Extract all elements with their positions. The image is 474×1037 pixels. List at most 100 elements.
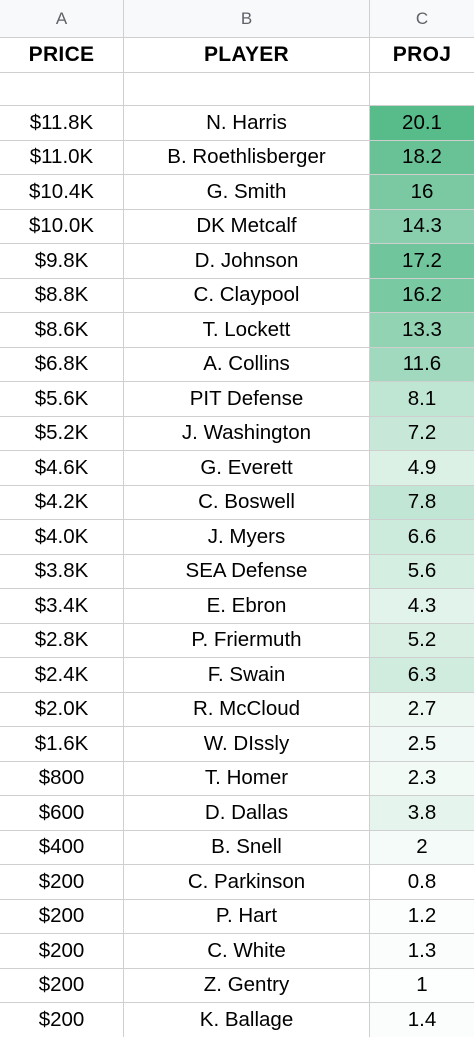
player-cell[interactable]: B. Snell — [124, 830, 370, 864]
player-cell[interactable]: D. Dallas — [124, 796, 370, 830]
price-cell[interactable]: $800 — [0, 761, 124, 795]
proj-cell[interactable]: 14.3 — [370, 209, 474, 243]
table-row: $11.8K N. Harris 20.1 — [0, 106, 474, 141]
table-row: $6.8K A. Collins 11.6 — [0, 347, 474, 382]
price-cell[interactable]: $2.4K — [0, 658, 124, 692]
player-cell[interactable]: J. Washington — [124, 416, 370, 450]
proj-cell[interactable]: 2.5 — [370, 727, 474, 761]
proj-cell[interactable]: 1 — [370, 968, 474, 1002]
price-cell[interactable]: $5.2K — [0, 416, 124, 450]
price-cell[interactable]: $10.4K — [0, 175, 124, 209]
proj-cell[interactable]: 4.9 — [370, 451, 474, 485]
proj-cell[interactable]: 5.2 — [370, 623, 474, 657]
price-cell[interactable]: $8.8K — [0, 278, 124, 312]
empty-cell[interactable] — [0, 73, 124, 105]
price-header-cell[interactable]: PRICE — [0, 38, 124, 72]
column-header-b[interactable]: B — [124, 0, 370, 37]
proj-cell[interactable]: 7.2 — [370, 416, 474, 450]
proj-cell[interactable]: 11.6 — [370, 347, 474, 381]
price-cell[interactable]: $200 — [0, 865, 124, 899]
proj-cell[interactable]: 16.2 — [370, 278, 474, 312]
proj-cell[interactable]: 1.4 — [370, 1003, 474, 1037]
proj-header-cell[interactable]: PROJ — [392, 43, 452, 66]
proj-cell[interactable]: 4.3 — [370, 589, 474, 623]
player-cell[interactable]: Z. Gentry — [124, 968, 370, 1002]
player-cell[interactable]: G. Everett — [124, 451, 370, 485]
proj-cell[interactable]: 6.6 — [370, 520, 474, 554]
player-cell[interactable]: N. Harris — [124, 106, 370, 140]
table-row: $4.0K J. Myers 6.6 — [0, 520, 474, 555]
player-header-cell[interactable]: PLAYER — [124, 38, 370, 72]
table-row: $200 P. Hart 1.2 — [0, 899, 474, 934]
price-cell[interactable]: $5.6K — [0, 382, 124, 416]
proj-cell[interactable]: 3.8 — [370, 796, 474, 830]
proj-cell[interactable]: 2 — [370, 830, 474, 864]
table-row: $9.8K D. Johnson 17.2 — [0, 244, 474, 279]
empty-cell[interactable] — [370, 73, 474, 105]
price-cell[interactable]: $11.8K — [0, 106, 124, 140]
table-row: $1.6K W. DIssly 2.5 — [0, 727, 474, 762]
price-cell[interactable]: $4.6K — [0, 451, 124, 485]
player-cell[interactable]: B. Roethlisberger — [124, 140, 370, 174]
player-cell[interactable]: A. Collins — [124, 347, 370, 381]
price-cell[interactable]: $2.0K — [0, 692, 124, 726]
player-cell[interactable]: G. Smith — [124, 175, 370, 209]
proj-cell[interactable]: 20.1 — [370, 106, 474, 140]
player-cell[interactable]: P. Hart — [124, 899, 370, 933]
proj-cell[interactable]: 2.7 — [370, 692, 474, 726]
player-cell[interactable]: D. Johnson — [124, 244, 370, 278]
proj-cell[interactable]: 13.3 — [370, 313, 474, 347]
price-cell[interactable]: $200 — [0, 1003, 124, 1037]
price-cell[interactable]: $4.0K — [0, 520, 124, 554]
column-header-c[interactable]: C — [415, 8, 429, 28]
proj-cell[interactable]: 8.1 — [370, 382, 474, 416]
proj-cell[interactable]: 0.8 — [370, 865, 474, 899]
price-cell[interactable]: $1.6K — [0, 727, 124, 761]
proj-cell[interactable]: 1.2 — [370, 899, 474, 933]
price-cell[interactable]: $3.4K — [0, 589, 124, 623]
player-cell[interactable]: C. White — [124, 934, 370, 968]
price-cell[interactable]: $11.0K — [0, 140, 124, 174]
player-cell[interactable]: SEA Defense — [124, 554, 370, 588]
table-row: $2.8K P. Friermuth 5.2 — [0, 623, 474, 658]
data-rows: $11.8K N. Harris 20.1 $11.0K B. Roethlisberg… — [0, 106, 474, 1037]
player-cell[interactable]: PIT Defense — [124, 382, 370, 416]
proj-cell[interactable]: 5.6 — [370, 554, 474, 588]
price-cell[interactable]: $200 — [0, 934, 124, 968]
player-cell[interactable]: P. Friermuth — [124, 623, 370, 657]
column-header-a[interactable]: A — [0, 0, 124, 37]
player-cell[interactable]: DK Metcalf — [124, 209, 370, 243]
player-cell[interactable]: C. Parkinson — [124, 865, 370, 899]
table-row: $8.6K T. Lockett 13.3 — [0, 313, 474, 348]
price-cell[interactable]: $3.8K — [0, 554, 124, 588]
price-cell[interactable]: $600 — [0, 796, 124, 830]
proj-cell[interactable]: 16 — [370, 175, 474, 209]
proj-cell[interactable]: 7.8 — [370, 485, 474, 519]
price-cell[interactable]: $10.0K — [0, 209, 124, 243]
player-cell[interactable]: F. Swain — [124, 658, 370, 692]
proj-cell[interactable]: 18.2 — [370, 140, 474, 174]
proj-cell[interactable]: 2.3 — [370, 761, 474, 795]
player-cell[interactable]: T. Lockett — [124, 313, 370, 347]
player-cell[interactable]: C. Boswell — [124, 485, 370, 519]
proj-cell[interactable]: 6.3 — [370, 658, 474, 692]
price-cell[interactable]: $200 — [0, 968, 124, 1002]
player-cell[interactable]: T. Homer — [124, 761, 370, 795]
proj-cell[interactable]: 1.3 — [370, 934, 474, 968]
player-cell[interactable]: C. Claypool — [124, 278, 370, 312]
player-cell[interactable]: W. DIssly — [124, 727, 370, 761]
price-cell[interactable]: $400 — [0, 830, 124, 864]
price-cell[interactable]: $2.8K — [0, 623, 124, 657]
price-cell[interactable]: $8.6K — [0, 313, 124, 347]
price-cell[interactable]: $4.2K — [0, 485, 124, 519]
price-cell[interactable]: $9.8K — [0, 244, 124, 278]
price-cell[interactable]: $6.8K — [0, 347, 124, 381]
empty-cell[interactable] — [124, 73, 370, 105]
player-cell[interactable]: E. Ebron — [124, 589, 370, 623]
player-cell[interactable]: R. McCloud — [124, 692, 370, 726]
player-cell[interactable]: J. Myers — [124, 520, 370, 554]
price-cell[interactable]: $200 — [0, 899, 124, 933]
player-cell[interactable]: K. Ballage — [124, 1003, 370, 1037]
proj-cell[interactable]: 17.2 — [370, 244, 474, 278]
